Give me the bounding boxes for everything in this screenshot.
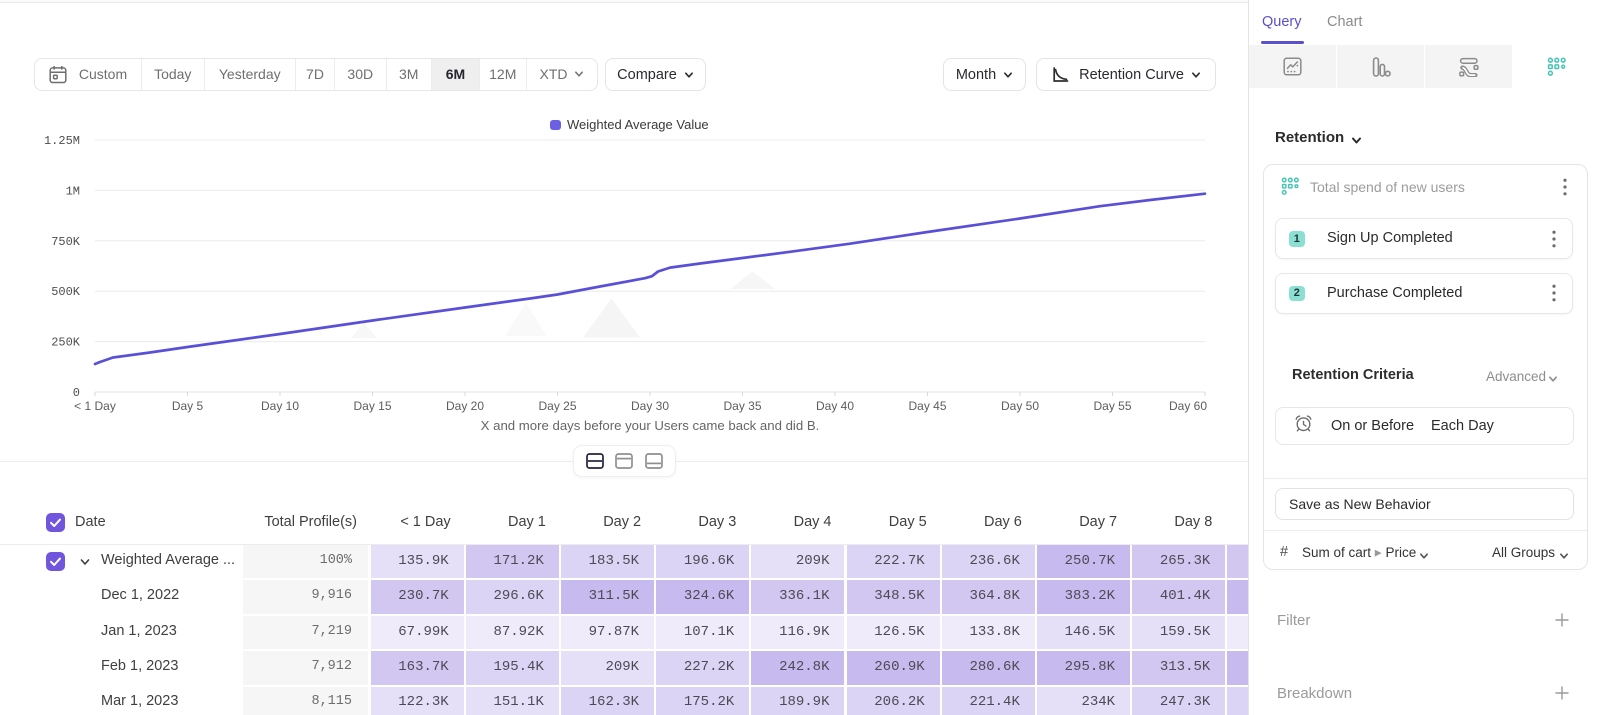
svg-text:Day 45: Day 45 — [908, 399, 946, 413]
svg-text:250K: 250K — [51, 336, 81, 350]
svg-text:Day 15: Day 15 — [353, 399, 391, 413]
svg-text:Day 20: Day 20 — [446, 399, 484, 413]
svg-text:< 1 Day: < 1 Day — [74, 399, 116, 413]
svg-text:Day 25: Day 25 — [538, 399, 576, 413]
svg-text:Day 50: Day 50 — [1001, 399, 1039, 413]
svg-text:Day 55: Day 55 — [1093, 399, 1131, 413]
svg-text:500K: 500K — [51, 285, 81, 299]
svg-text:Day 60: Day 60 — [1169, 399, 1207, 413]
svg-text:Day 10: Day 10 — [261, 399, 299, 413]
svg-text:750K: 750K — [51, 235, 81, 249]
svg-text:Day 5: Day 5 — [172, 399, 204, 413]
svg-text:0: 0 — [73, 386, 80, 400]
svg-text:Day 35: Day 35 — [723, 399, 761, 413]
svg-text:Day 30: Day 30 — [631, 399, 669, 413]
svg-text:1M: 1M — [66, 184, 80, 198]
svg-text:Day 40: Day 40 — [816, 399, 854, 413]
svg-text:1.25M: 1.25M — [44, 134, 80, 148]
